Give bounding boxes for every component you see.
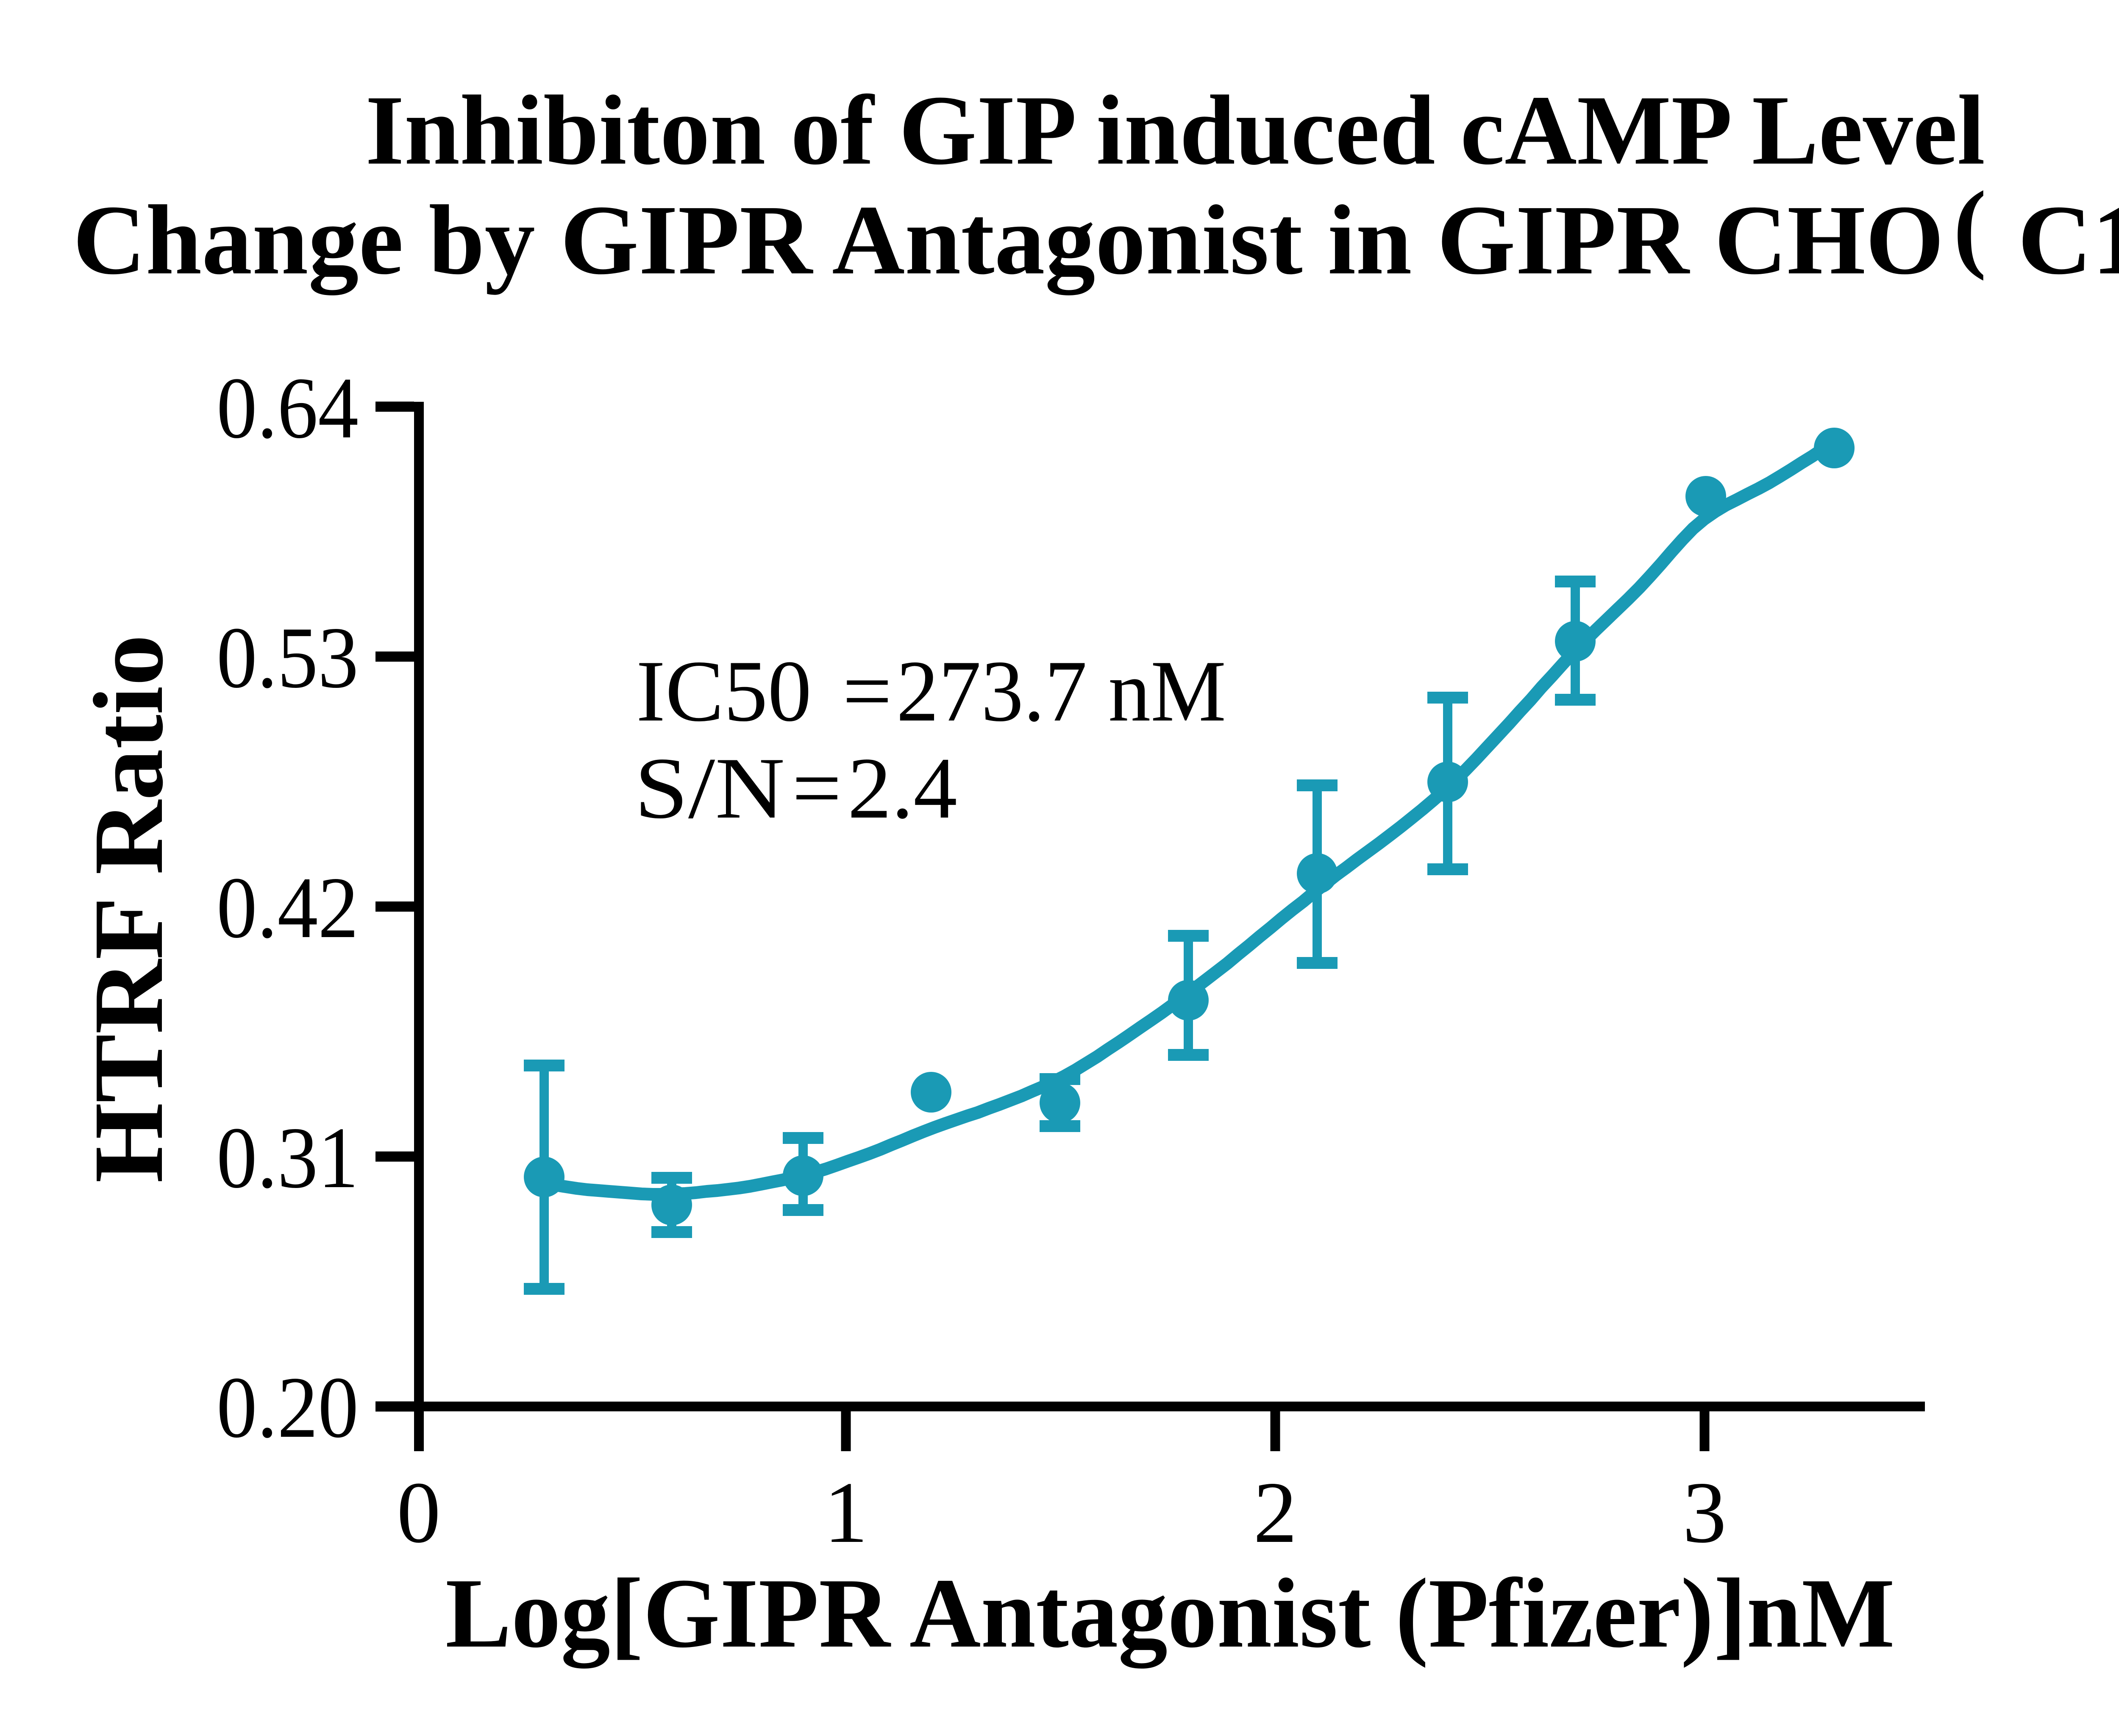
svg-text:0.42: 0.42 <box>217 859 359 956</box>
svg-text:273.7 nM: 273.7 nM <box>896 643 1226 740</box>
svg-text:IC50: IC50 <box>636 643 812 740</box>
svg-text:S/N: S/N <box>634 740 785 837</box>
svg-text:2.4: 2.4 <box>848 740 957 837</box>
svg-text:C12: C12 <box>2018 185 2119 295</box>
svg-text:0.20: 0.20 <box>217 1359 359 1456</box>
svg-text:=: = <box>792 740 842 837</box>
svg-text:3: 3 <box>1682 1464 1727 1561</box>
svg-text:0.53: 0.53 <box>217 609 359 706</box>
svg-text:Log[GIPR Antagonist (Pfizer)]n: Log[GIPR Antagonist (Pfizer)]nM <box>445 1558 1895 1669</box>
svg-text:0.31: 0.31 <box>217 1109 359 1206</box>
svg-text:0: 0 <box>397 1464 441 1561</box>
svg-text:Change by GIPR Antagonist in G: Change by GIPR Antagonist in GIPR CHO <box>73 185 1944 295</box>
svg-text:=: = <box>843 643 892 740</box>
svg-text:1: 1 <box>824 1464 868 1561</box>
svg-text:HTRF Ratio: HTRF Ratio <box>73 634 184 1183</box>
svg-text:0.64: 0.64 <box>217 359 359 456</box>
svg-text:Inhibiton of GIP induced cAMP: Inhibiton of GIP induced cAMP Level <box>365 75 1985 185</box>
svg-text:2: 2 <box>1253 1464 1297 1561</box>
svg-text:(: ( <box>1953 171 1986 281</box>
